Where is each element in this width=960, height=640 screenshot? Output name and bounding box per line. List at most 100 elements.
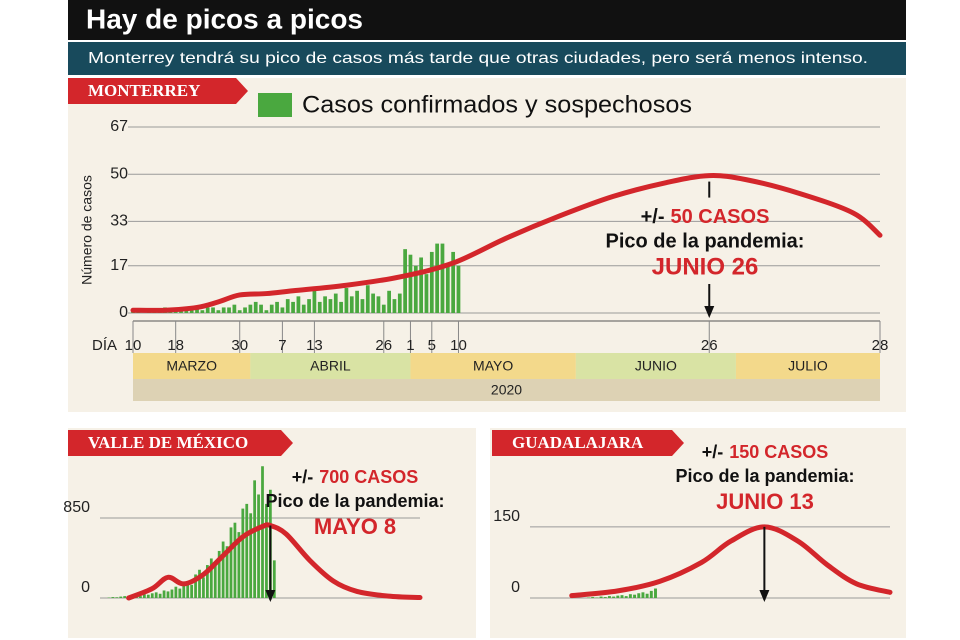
bar (649, 590, 653, 598)
bar (265, 503, 268, 598)
bar (624, 596, 628, 598)
x-tick-label: 28 (872, 337, 889, 354)
bar (456, 265, 461, 313)
bar (123, 596, 127, 598)
y-tick-label: 50 (110, 165, 128, 182)
bar (233, 522, 237, 598)
x-tick-label: 10 (450, 337, 467, 354)
bar (194, 574, 197, 598)
annotation-date: JUNIO 13 (716, 489, 814, 514)
annotation-text: Pico de la pandemia: (675, 466, 854, 486)
annotation-line: +/- 50 CASOS (641, 206, 770, 228)
bar (355, 290, 359, 313)
arrow-head (704, 306, 715, 318)
bar (184, 310, 189, 313)
panel (490, 428, 906, 638)
bar (178, 588, 182, 598)
bar (158, 593, 162, 598)
bar (603, 597, 607, 598)
x-tick-label: 30 (231, 337, 248, 354)
bar (403, 249, 407, 313)
bar (221, 307, 226, 313)
legend-swatch (258, 93, 292, 117)
city-name: VALLE DE MÉXICO (88, 433, 248, 452)
y-tick-label: 67 (110, 118, 128, 135)
bar (269, 304, 274, 313)
month-band (575, 353, 736, 379)
subtitle: Monterrey tendrá su pico de casos más ta… (88, 50, 868, 67)
bar (371, 293, 375, 313)
arrow-head (265, 590, 276, 602)
bar (198, 569, 201, 598)
bar (451, 251, 456, 313)
bar (620, 595, 624, 598)
annotation-prefix: +/- (292, 467, 314, 487)
curve (126, 522, 423, 601)
bar (328, 299, 333, 313)
bar (307, 299, 311, 313)
y-tick-label: 0 (511, 579, 520, 596)
bar (211, 307, 215, 313)
bar (333, 293, 338, 313)
bar (253, 480, 257, 598)
annotation-line: +/- 150 CASOS (702, 442, 829, 462)
y-tick-label: 0 (119, 304, 128, 321)
bar (612, 596, 616, 598)
bar (209, 558, 213, 598)
bar (237, 532, 241, 598)
bar (166, 591, 170, 598)
year-band (133, 379, 880, 401)
bar (264, 310, 269, 313)
x-tick-label: 26 (701, 337, 718, 354)
bar (301, 304, 306, 313)
bar (162, 590, 166, 598)
bar (285, 299, 290, 313)
annotation-date: JUNIO 26 (652, 253, 759, 280)
arrow-head (759, 590, 770, 602)
y-tick-label: 150 (493, 508, 520, 525)
bar (381, 304, 386, 313)
month-label: JUNIO (635, 358, 677, 374)
bar (641, 592, 645, 598)
bar (200, 310, 205, 313)
month-band (250, 353, 411, 379)
city-name: GUADALAJARA (512, 433, 644, 452)
bar (186, 581, 190, 598)
month-label: ABRIL (310, 358, 351, 374)
bar (225, 546, 229, 598)
curve (569, 524, 893, 599)
bar (154, 592, 158, 598)
x-tick-label: 7 (278, 337, 286, 354)
annotation-text: Pico de la pandemia: (265, 491, 444, 511)
bar (272, 560, 276, 598)
bar (205, 307, 210, 313)
bar (259, 304, 263, 313)
x-tick-label: 10 (125, 337, 142, 354)
bar (111, 597, 115, 598)
bar (607, 596, 611, 598)
bar (221, 541, 225, 598)
bar (261, 466, 264, 598)
y-tick-label: 17 (110, 257, 128, 274)
bar (296, 296, 301, 313)
bar (280, 307, 285, 313)
bar (365, 285, 370, 313)
bar (146, 594, 150, 598)
bar (599, 596, 603, 598)
bar (392, 299, 397, 313)
year-label: 2020 (491, 382, 522, 398)
city-tag (68, 78, 248, 104)
annotation-value: 50 CASOS (670, 206, 769, 228)
bar (174, 586, 178, 598)
month-label: MAYO (473, 358, 513, 374)
month-band (735, 353, 880, 379)
bar (413, 265, 418, 313)
bar (202, 577, 205, 598)
x-tick-label: 18 (167, 337, 184, 354)
bar (633, 594, 637, 598)
bar (142, 594, 146, 598)
city-tag (68, 430, 293, 456)
x-tick-label: 1 (406, 337, 414, 354)
bar (323, 296, 327, 313)
y-tick-label: 33 (110, 213, 128, 230)
